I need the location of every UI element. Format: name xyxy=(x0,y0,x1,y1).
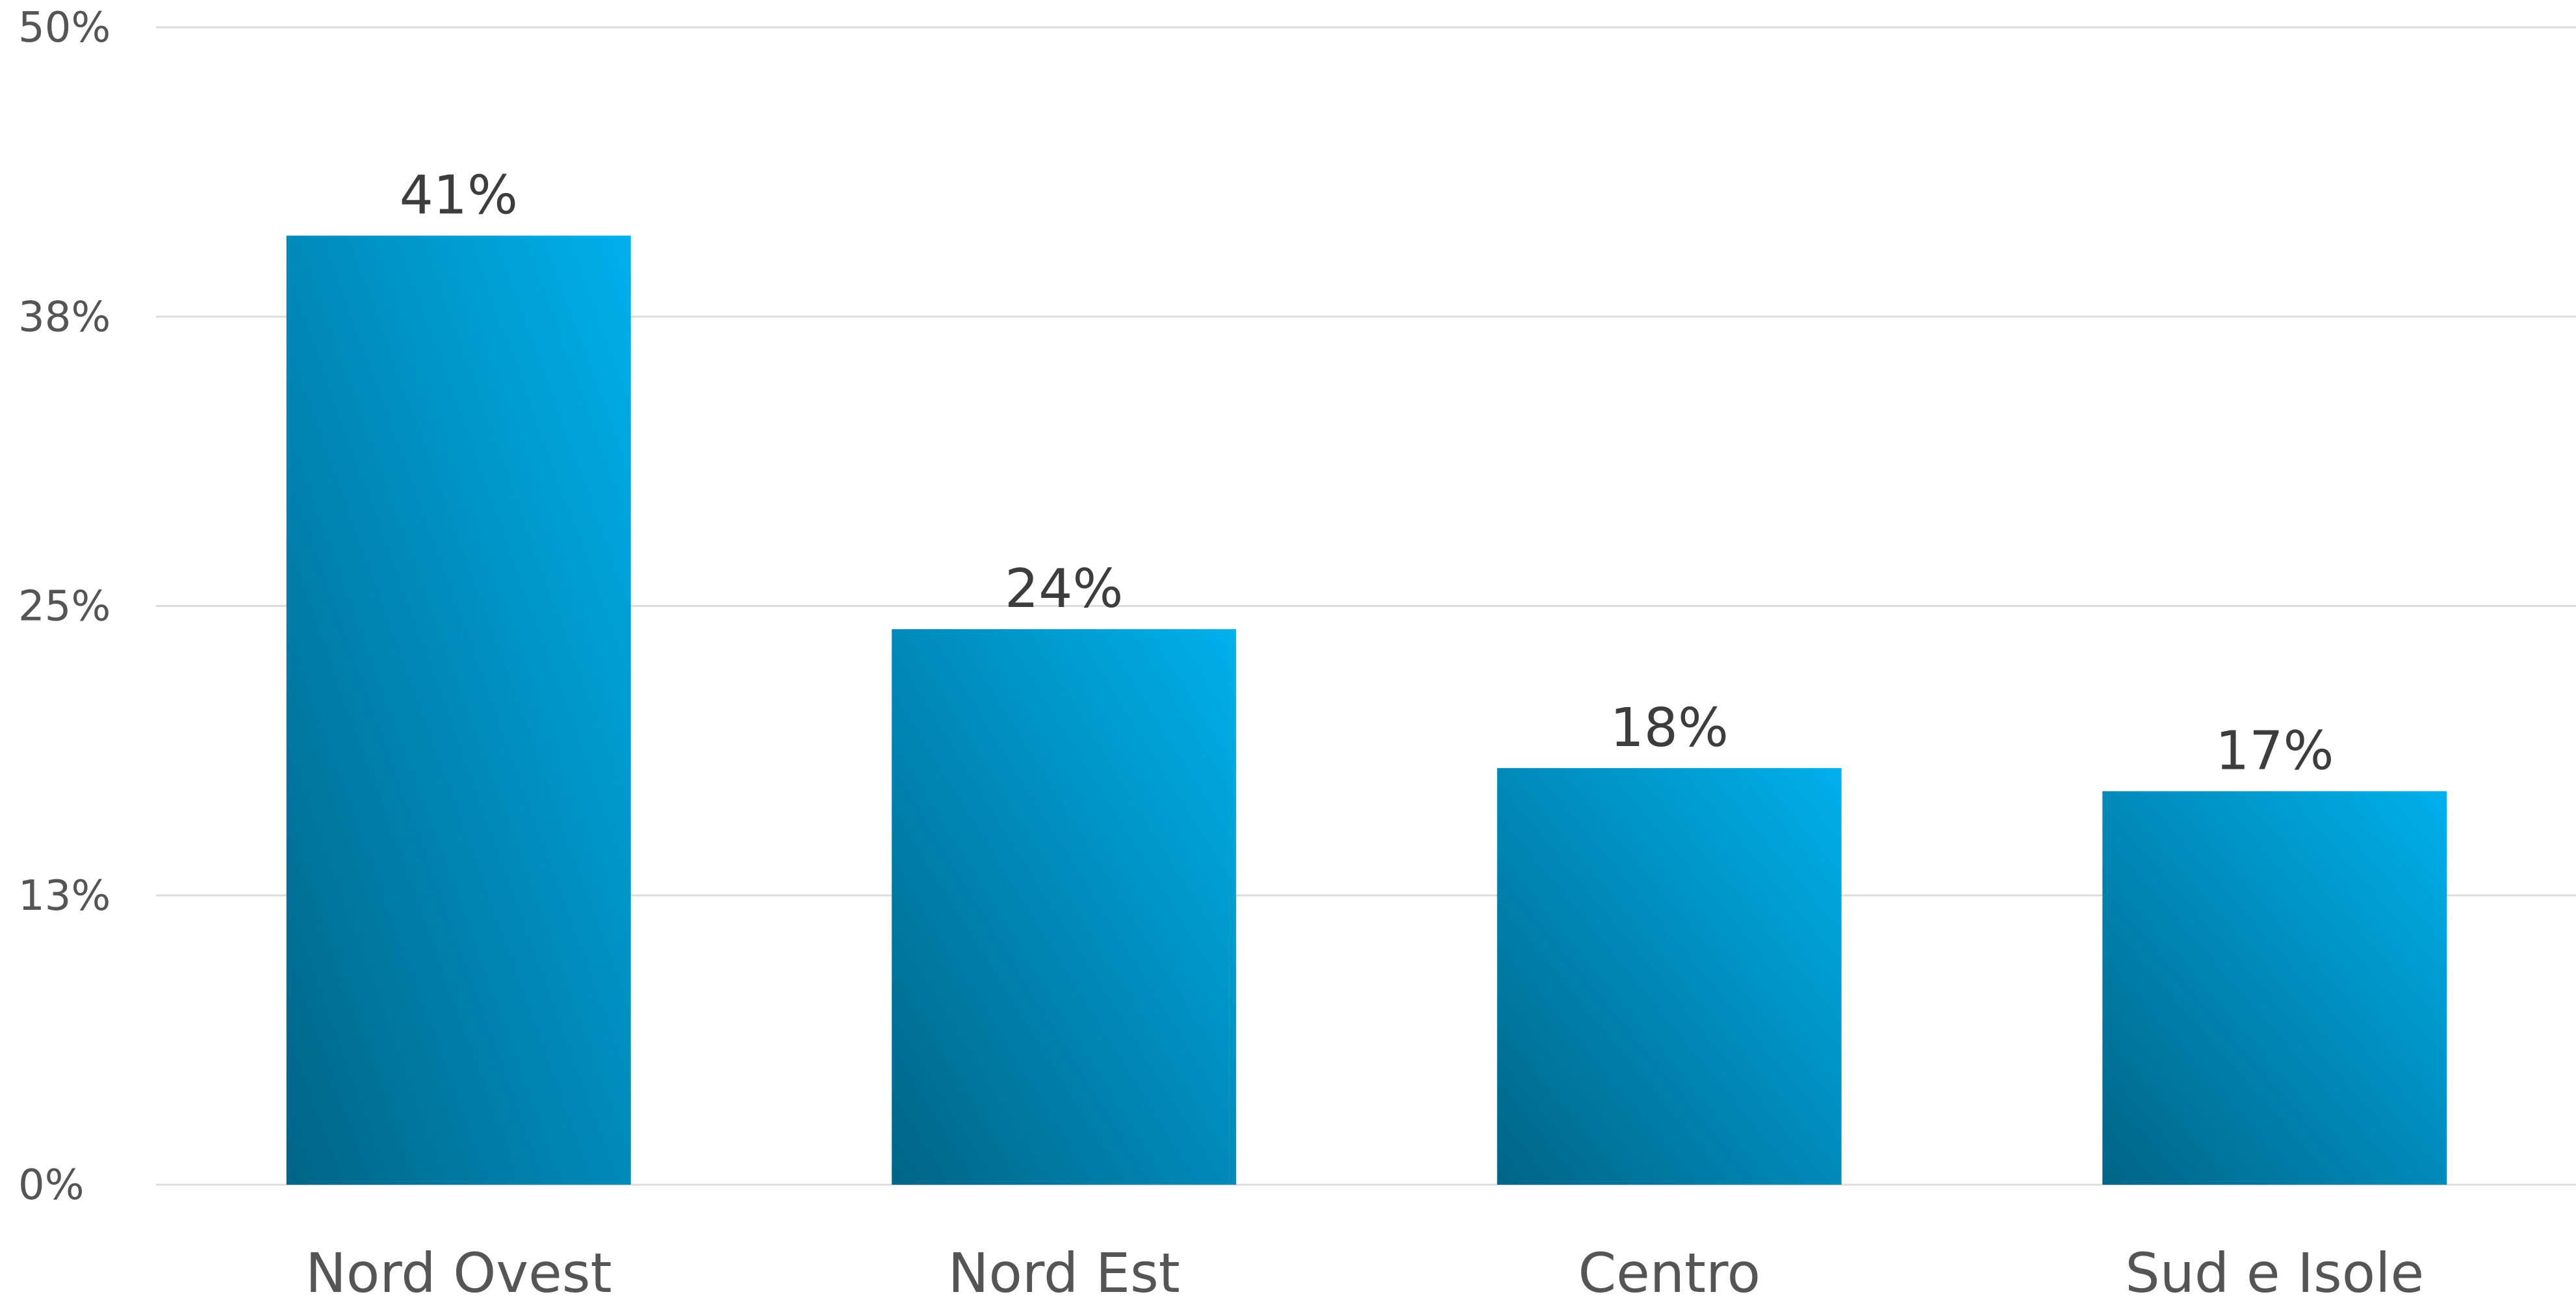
category-label: Centro xyxy=(1578,1241,1760,1303)
y-tick-label: 0% xyxy=(18,1161,84,1209)
y-axis-tick-labels: 0% 13% 25% 38% 50% xyxy=(18,4,110,1209)
bar-value-label: 41% xyxy=(400,165,518,227)
y-tick-label: 13% xyxy=(18,872,110,920)
bar xyxy=(1497,768,1842,1185)
bar-value-label: 24% xyxy=(1005,558,1123,620)
category-label: Sud e Isole xyxy=(2125,1241,2424,1303)
bar-value-label: 18% xyxy=(1610,697,1729,759)
bars xyxy=(286,235,2447,1185)
bar xyxy=(2102,791,2447,1185)
y-tick-label: 38% xyxy=(18,293,110,341)
bar xyxy=(892,629,1237,1185)
category-label: Nord Ovest xyxy=(305,1241,612,1303)
bar xyxy=(286,235,631,1185)
bar-value-label: 17% xyxy=(2215,720,2334,782)
category-label: Nord Est xyxy=(948,1241,1180,1303)
y-tick-label: 25% xyxy=(18,583,110,631)
data-labels: 41% 24% 18% 17% xyxy=(400,165,2334,782)
y-tick-label: 50% xyxy=(18,4,110,52)
x-axis-category-labels: Nord Ovest Nord Est Centro Sud e Isole xyxy=(305,1241,2424,1303)
